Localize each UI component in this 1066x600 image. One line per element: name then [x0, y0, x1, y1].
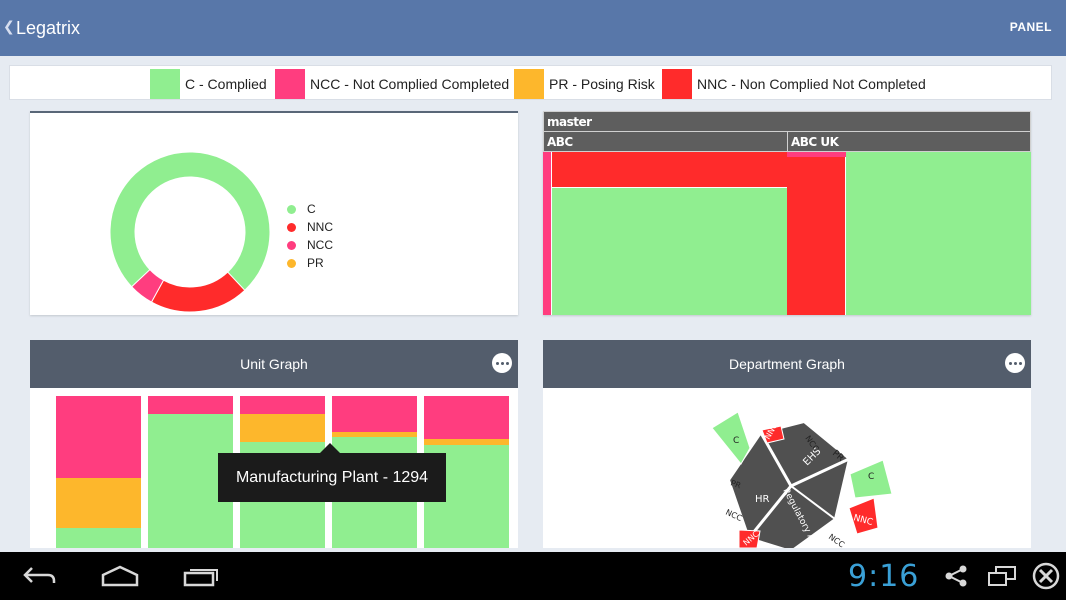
unit-bar-segment-pr[interactable] [56, 478, 141, 529]
unit-bar-segment-ncc[interactable] [332, 396, 417, 433]
back-nav-icon[interactable] [20, 552, 60, 600]
tooltip-arrow [320, 443, 340, 453]
window-resize-icon[interactable] [985, 552, 1019, 600]
treemap-cell-c[interactable] [846, 152, 1031, 315]
recent-apps-nav-icon[interactable] [181, 552, 221, 600]
unit-bar-segment-ncc[interactable] [56, 396, 141, 479]
treemap-cell-c[interactable] [552, 188, 787, 315]
sunburst-segment-c[interactable] [849, 459, 893, 499]
legend-item-nnc: NNC - Non Complied Not Completed [662, 69, 926, 99]
donut-legend-item: NCC [287, 236, 333, 254]
card-title: Unit Graph [240, 356, 308, 372]
legend-item-complied: C - Complied [150, 69, 267, 99]
legend-label: C - Complied [185, 76, 267, 92]
legend-dot [287, 240, 296, 250]
unit-bar-segment-pr[interactable] [240, 414, 325, 442]
status-legend: C - Complied NCC - Not Complied Complete… [9, 65, 1052, 100]
unit-bar-segment-pr[interactable] [332, 432, 417, 438]
donut-legend-label: C [307, 202, 316, 216]
sunburst-outer-label: NNC [852, 513, 874, 528]
app-title[interactable]: Legatrix [16, 18, 81, 38]
more-options-button[interactable] [1005, 353, 1025, 373]
home-nav-icon[interactable] [100, 552, 140, 600]
action-bar: ❮ Legatrix PANEL [0, 0, 1066, 56]
legend-item-pr: PR - Posing Risk [514, 69, 655, 99]
share-icon[interactable] [942, 552, 970, 600]
close-icon[interactable] [1030, 552, 1062, 600]
department-graph-card: Department Graph HR EHS Regulatory Affa … [543, 340, 1031, 548]
treemap-cell-ncc[interactable] [543, 152, 552, 315]
back-caret-icon[interactable]: ❮ [3, 19, 15, 35]
card-title: Department Graph [729, 356, 845, 372]
chart-tooltip: Manufacturing Plant - 1294 [218, 453, 446, 502]
unit-bar-segment-c[interactable] [56, 528, 141, 548]
sunburst-segment-nnc[interactable] [761, 425, 785, 444]
treemap-group-abc-uk[interactable]: ABC UK [787, 131, 1031, 152]
legend-label: NCC - Not Complied Completed [310, 76, 510, 92]
unit-bar-segment-ncc[interactable] [240, 396, 325, 415]
legend-swatch [662, 69, 692, 99]
treemap-cell-nnc[interactable] [552, 152, 787, 188]
sunburst-outer-label: NCC [827, 532, 847, 548]
donut-legend-label: NNC [307, 220, 333, 234]
sunburst-label-hr: HR [755, 494, 770, 505]
donut-legend-label: NCC [307, 238, 333, 252]
legend-label: PR - Posing Risk [549, 76, 655, 92]
legend-swatch [514, 69, 544, 99]
donut-slice-nnc[interactable] [150, 271, 246, 313]
donut-chart[interactable] [30, 113, 518, 315]
panel-button[interactable]: PANEL [1009, 20, 1052, 34]
card-header: Unit Graph [30, 340, 518, 388]
donut-slice-ncc[interactable] [130, 268, 165, 303]
unit-bar-segment-ncc[interactable] [424, 396, 509, 439]
sunburst-outer-label: C [868, 472, 874, 482]
status-clock: 9:16 [848, 559, 920, 594]
sunburst-outer-label: C [733, 436, 739, 446]
legend-dot [287, 258, 296, 268]
department-sunburst-chart[interactable]: HR EHS Regulatory Affa C NNC NCC PR C NN… [543, 388, 1031, 548]
legend-swatch [275, 69, 305, 99]
donut-legend-item: C [287, 200, 316, 218]
system-nav-bar [0, 552, 1066, 600]
donut-slice-c[interactable] [109, 151, 271, 292]
donut-chart-card: C NNC NCC PR [30, 111, 518, 315]
treemap-root-header[interactable]: master [543, 111, 1031, 132]
treemap-group-abc[interactable]: ABC [543, 131, 788, 152]
sunburst-segment-nnc[interactable] [848, 497, 879, 535]
legend-label: NNC - Non Complied Not Completed [697, 76, 926, 92]
treemap-card: master ABC ABC UK [543, 111, 1031, 315]
unit-bar-segment-ncc[interactable] [148, 396, 233, 415]
legend-swatch [150, 69, 180, 99]
treemap-cell-ncc[interactable] [787, 152, 846, 157]
card-header: Department Graph [543, 340, 1031, 388]
legend-dot [287, 222, 296, 232]
donut-legend-label: PR [307, 256, 324, 270]
unit-bar-segment-pr[interactable] [424, 438, 509, 445]
sunburst-segment-nnc[interactable] [738, 529, 761, 548]
more-options-button[interactable] [492, 353, 512, 373]
treemap-cell-nnc[interactable] [787, 157, 846, 315]
unit-graph-card: Unit Graph [30, 340, 518, 548]
donut-legend-item: NNC [287, 218, 333, 236]
legend-item-ncc: NCC - Not Complied Completed [275, 69, 509, 99]
donut-legend-item: PR [287, 254, 324, 272]
sunburst-segment-c[interactable] [711, 411, 751, 465]
sunburst-outer-label: PR [729, 478, 742, 490]
legend-dot [287, 204, 296, 214]
